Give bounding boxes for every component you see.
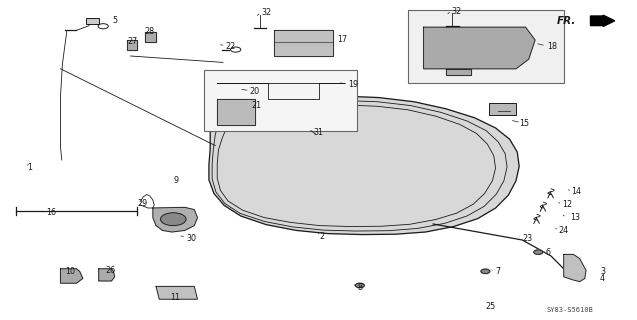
- Text: 29: 29: [137, 199, 147, 208]
- Bar: [204, 70, 357, 131]
- Text: 14: 14: [571, 188, 582, 196]
- Polygon shape: [127, 40, 137, 50]
- Circle shape: [481, 269, 490, 274]
- Text: 7: 7: [495, 268, 500, 276]
- Text: 12: 12: [562, 200, 572, 209]
- Bar: [489, 103, 516, 115]
- Text: 24: 24: [559, 226, 569, 235]
- Polygon shape: [424, 27, 535, 69]
- Text: 3: 3: [600, 268, 605, 276]
- Text: 1: 1: [27, 164, 32, 172]
- Text: 32: 32: [452, 7, 462, 16]
- Polygon shape: [446, 69, 471, 75]
- Text: 18: 18: [547, 42, 557, 51]
- Text: 21: 21: [252, 101, 262, 110]
- Text: 22: 22: [225, 42, 236, 51]
- Text: 5: 5: [113, 16, 118, 25]
- Text: 19: 19: [348, 80, 359, 89]
- Polygon shape: [153, 207, 197, 232]
- Text: 26: 26: [105, 266, 115, 275]
- Text: 17: 17: [337, 36, 347, 44]
- Polygon shape: [217, 99, 255, 125]
- Circle shape: [534, 250, 543, 254]
- Circle shape: [355, 283, 364, 288]
- Text: 31: 31: [313, 128, 324, 137]
- Polygon shape: [99, 269, 115, 281]
- Text: 15: 15: [519, 119, 529, 128]
- Polygon shape: [274, 30, 333, 56]
- Text: 16: 16: [46, 208, 56, 217]
- Text: 30: 30: [186, 234, 196, 243]
- FancyArrow shape: [590, 15, 615, 26]
- Polygon shape: [156, 286, 197, 299]
- Bar: [86, 18, 99, 24]
- Text: 28: 28: [145, 28, 155, 36]
- Text: SY83-S5610B: SY83-S5610B: [547, 307, 593, 313]
- Bar: [408, 10, 564, 83]
- Polygon shape: [61, 269, 83, 283]
- Text: 13: 13: [570, 213, 580, 222]
- Polygon shape: [564, 254, 586, 282]
- Text: 23: 23: [522, 234, 533, 243]
- Text: 20: 20: [250, 87, 260, 96]
- Text: 6: 6: [546, 248, 551, 257]
- Text: 4: 4: [600, 274, 605, 283]
- Text: 27: 27: [127, 37, 138, 46]
- Circle shape: [161, 213, 186, 226]
- Text: 2: 2: [320, 232, 325, 241]
- Text: 25: 25: [485, 302, 496, 311]
- Polygon shape: [145, 32, 156, 42]
- Polygon shape: [209, 96, 519, 235]
- Text: 9: 9: [173, 176, 178, 185]
- Text: FR.: FR.: [557, 16, 576, 26]
- Text: 8: 8: [358, 284, 363, 292]
- Text: 10: 10: [65, 268, 75, 276]
- Text: 11: 11: [170, 293, 180, 302]
- Text: 32: 32: [261, 8, 271, 17]
